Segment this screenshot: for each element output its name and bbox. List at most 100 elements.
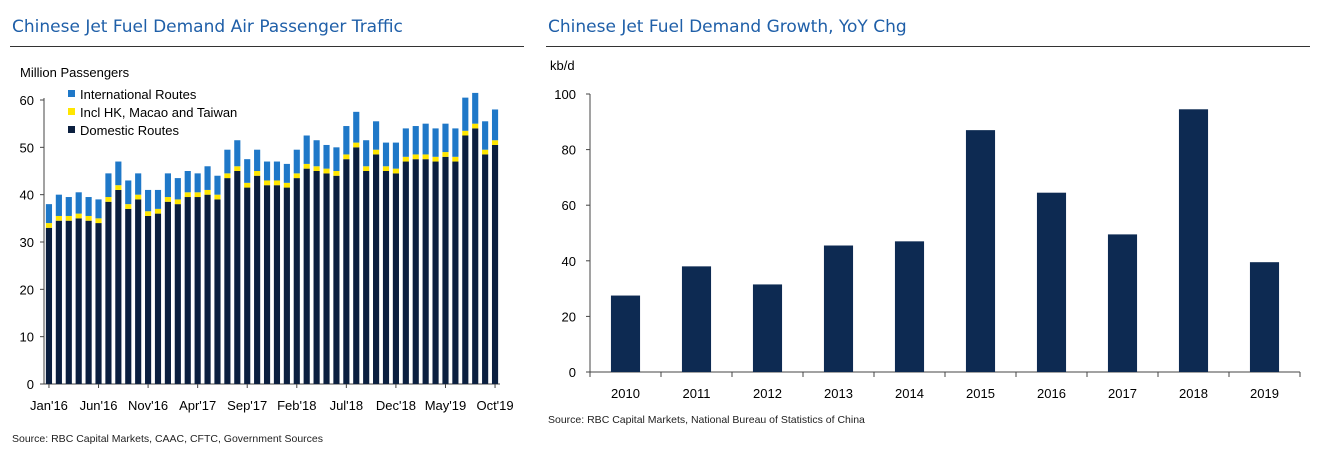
bar-incl-hk-macao-and-taiwan-mar17 <box>184 192 191 198</box>
bar-incl-hk-macao-and-taiwan-jun17 <box>214 194 221 200</box>
right-y-tick-label: 60 <box>562 198 576 213</box>
left-x-tick-label: Nov'16 <box>128 398 168 413</box>
right-x-tick-label: 2016 <box>1037 386 1066 401</box>
bar-domestic-routes-nov18 <box>382 171 390 384</box>
right-x-tick-label: 2013 <box>824 386 853 401</box>
bar-international-routes-nov17 <box>263 161 271 181</box>
right-x-tick-label: 2011 <box>683 386 711 401</box>
bar-incl-hk-macao-and-taiwan-mar16 <box>65 215 72 221</box>
bar-incl-hk-macao-and-taiwan-sep16 <box>125 204 132 209</box>
bar-incl-hk-macao-and-taiwan-may16 <box>85 215 92 221</box>
bar-international-routes-nov18 <box>382 142 390 167</box>
left-source-note: Source: RBC Capital Markets, CAAC, CFTC,… <box>12 433 324 445</box>
left-y-axis-label: Million Passengers <box>20 65 130 80</box>
left-x-tick-label: Sep'17 <box>227 398 267 413</box>
bar-international-routes-jun19 <box>452 128 459 157</box>
bar-incl-hk-macao-and-taiwan-oct19 <box>491 140 499 145</box>
bar-incl-hk-macao-and-taiwan-may17 <box>204 189 211 195</box>
bar-international-routes-may17 <box>204 166 211 190</box>
bar-incl-hk-macao-and-taiwan-jan19 <box>402 156 409 162</box>
left-x-tick-label: Oct'19 <box>476 398 513 413</box>
bar-incl-hk-macao-and-taiwan-sep19 <box>482 149 489 155</box>
legend-label: International Routes <box>80 87 197 102</box>
legend-label: Domestic Routes <box>80 123 179 138</box>
bar-international-routes-jul16 <box>105 173 112 198</box>
right-y-tick-label: 0 <box>569 365 576 380</box>
left-title-rule <box>10 46 524 47</box>
bar-incl-hk-macao-and-taiwan-aug16 <box>115 185 122 190</box>
bar-international-routes-apr19 <box>432 128 439 157</box>
bar-incl-hk-macao-and-taiwan-nov18 <box>382 166 390 171</box>
bar-incl-hk-macao-and-taiwan-nov16 <box>145 211 152 216</box>
left-y-tick-label: 30 <box>20 235 34 250</box>
bar-domestic-routes-aug18 <box>353 147 360 384</box>
bar-domestic-routes-jan19 <box>402 161 409 384</box>
bar-incl-hk-macao-and-taiwan-oct17 <box>254 171 261 176</box>
left-x-tick-label: Apr'17 <box>179 398 216 413</box>
bar-incl-hk-macao-and-taiwan-jan17 <box>164 197 171 202</box>
left-y-tick-label: 10 <box>20 330 34 345</box>
passenger-traffic-chart: Million Passengers 0 10 20 30 40 50 60 Jan'16 Jun… <box>20 65 514 413</box>
bar-domestic-routes-aug17 <box>234 171 241 384</box>
bar-domestic-routes-nov17 <box>263 185 271 384</box>
bar-domestic-routes-may16 <box>85 220 92 384</box>
bar-domestic-routes-apr16 <box>75 218 82 384</box>
bar-international-routes-jul17 <box>224 149 231 174</box>
left-chart-title: Chinese Jet Fuel Demand Air Passenger Tr… <box>12 17 403 37</box>
bar-domestic-routes-may19 <box>442 156 449 384</box>
bar-international-routes-jan16 <box>45 204 53 224</box>
bar-domestic-routes-jul16 <box>105 201 112 384</box>
bar-incl-hk-macao-and-taiwan-dec16 <box>154 208 162 214</box>
bar-domestic-routes-apr19 <box>432 161 439 384</box>
bar-domestic-routes-feb19 <box>412 159 419 384</box>
bar-international-routes-sep19 <box>482 121 489 150</box>
right-title-rule <box>546 46 1310 47</box>
bar-domestic-routes-mar19 <box>422 159 429 384</box>
bar-incl-hk-macao-and-taiwan-aug18 <box>353 142 360 148</box>
bar-2018 <box>1178 109 1209 372</box>
bar-international-routes-feb18 <box>293 149 300 174</box>
bar-international-routes-aug19 <box>472 92 479 124</box>
right-x-tick-label: 2019 <box>1250 386 1279 401</box>
bar-international-routes-jan17 <box>164 173 171 198</box>
bar-international-routes-mar17 <box>184 171 191 193</box>
bar-incl-hk-macao-and-taiwan-apr17 <box>194 192 201 198</box>
bar-international-routes-dec16 <box>154 189 162 209</box>
bar-international-routes-jul19 <box>462 97 469 131</box>
bar-international-routes-oct17 <box>254 149 261 171</box>
bar-domestic-routes-jun19 <box>452 161 459 384</box>
legend-swatch <box>68 108 75 115</box>
bar-domestic-routes-oct19 <box>491 144 499 384</box>
bar-domestic-routes-feb16 <box>55 220 62 384</box>
bar-international-routes-dec17 <box>273 161 281 181</box>
bar-incl-hk-macao-and-taiwan-jun19 <box>452 156 459 162</box>
bar-international-routes-apr18 <box>313 140 320 167</box>
bar-domestic-routes-jul17 <box>224 178 231 384</box>
bar-incl-hk-macao-and-taiwan-dec18 <box>392 168 399 174</box>
right-x-tick-label: 2010 <box>611 386 640 401</box>
bar-domestic-routes-jan18 <box>283 187 290 384</box>
bar-international-routes-aug17 <box>234 140 241 167</box>
right-chart-title: Chinese Jet Fuel Demand Growth, YoY Chg <box>548 17 907 37</box>
right-y-tick-label: 40 <box>562 254 576 269</box>
bar-2016 <box>1036 192 1067 372</box>
bar-2019 <box>1249 262 1280 372</box>
bar-domestic-routes-mar17 <box>184 197 191 384</box>
bar-international-routes-apr16 <box>75 192 82 214</box>
right-y-tick-label: 20 <box>562 309 576 324</box>
bar-international-routes-sep17 <box>244 159 251 183</box>
bar-international-routes-oct18 <box>373 121 380 150</box>
bar-domestic-routes-may18 <box>323 173 330 384</box>
left-y-tick-label: 20 <box>20 282 34 297</box>
bar-international-routes-may19 <box>442 123 449 153</box>
left-x-tick-label: Dec'18 <box>376 398 416 413</box>
bar-incl-hk-macao-and-taiwan-feb17 <box>174 199 181 205</box>
bar-incl-hk-macao-and-taiwan-oct16 <box>135 194 142 200</box>
legend-swatch <box>68 126 75 133</box>
bar-domestic-routes-jun18 <box>333 175 340 384</box>
bar-incl-hk-macao-and-taiwan-aug19 <box>472 123 479 129</box>
bar-international-routes-jan18 <box>283 163 290 183</box>
bar-international-routes-feb16 <box>55 194 62 216</box>
bar-incl-hk-macao-and-taiwan-jul16 <box>105 197 112 202</box>
bar-international-routes-sep16 <box>125 180 132 205</box>
